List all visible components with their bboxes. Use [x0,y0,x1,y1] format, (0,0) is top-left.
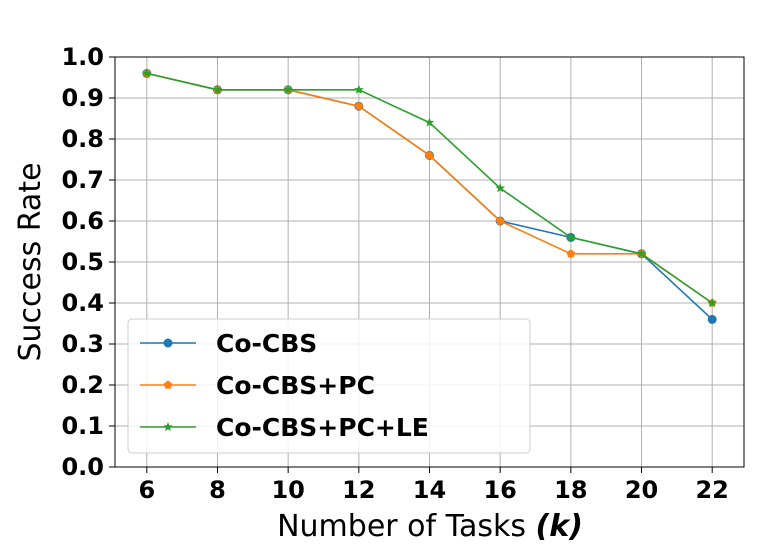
legend-label: Co-CBS+PC+LE [216,413,429,442]
x-axis-label-variable: (k) [536,509,583,544]
y-tick-label: 1.0 [61,43,104,71]
x-tick-label: 14 [413,476,446,504]
data-point [425,150,434,160]
y-tick-label: 0.8 [61,125,104,153]
y-tick-label: 0.4 [61,289,104,317]
y-tick-label: 0.0 [61,453,104,481]
x-tick-label: 18 [554,476,587,504]
legend-item: Co-CBS [140,329,317,358]
legend: Co-CBS Co-CBS+PC Co-CBS+PC+LE [127,318,531,454]
y-tick-label: 0.2 [61,371,104,399]
x-tick-label: 12 [342,476,375,504]
data-point [354,101,364,110]
legend-item: Co-CBS+PC+LE [140,413,429,442]
data-point [212,84,223,94]
data-point [424,117,435,127]
x-tick-label: 20 [625,476,658,504]
y-tick-label: 0.1 [61,412,104,440]
series-group [142,68,717,324]
x-tick-label: 6 [138,476,155,504]
x-tick-label: 16 [483,476,516,504]
x-axis-label: Number of Tasks (k) [277,509,583,544]
data-point [283,84,293,94]
y-tick-label: 0.9 [61,84,104,112]
data-point [707,314,717,324]
data-point [495,183,505,193]
y-tick-label: 0.7 [61,166,104,194]
data-point [707,298,717,308]
y-tick-label: 0.6 [61,207,104,235]
legend-item: Co-CBS+PC [140,371,375,400]
x-tick-label: 22 [695,476,728,504]
data-point [566,232,576,242]
legend-marker [163,422,173,432]
legend-marker [163,338,173,348]
data-point [566,249,576,258]
x-tick-label: 10 [271,476,304,504]
data-point [636,248,647,258]
series-3 [142,68,717,308]
x-tick-label: 8 [209,476,226,504]
x-axis-ticks: 6 8 10 12 14 16 18 20 22 [138,467,729,504]
y-tick-label: 0.3 [61,330,104,358]
legend-label: Co-CBS [216,329,317,358]
y-tick-label: 0.5 [61,248,104,276]
legend-marker [163,380,173,389]
data-point [495,216,505,225]
legend-box [127,318,531,454]
data-point [354,84,364,94]
x-axis-label-text: Number of Tasks [277,509,526,544]
y-axis-ticks: 0.0 0.1 0.2 0.3 0.4 0.5 0.6 0.7 0.8 0.9 1.0 [61,43,115,481]
legend-label: Co-CBS+PC [216,371,375,400]
data-point [142,68,152,78]
y-axis-label: Success Rate [13,162,48,361]
